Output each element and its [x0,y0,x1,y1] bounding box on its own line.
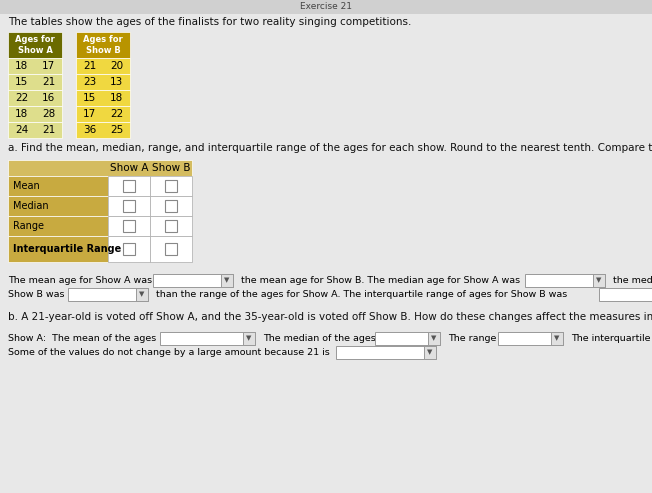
Text: Exercise 21: Exercise 21 [300,2,352,11]
Bar [68,288,148,301]
Text: 17: 17 [42,61,55,71]
Text: The median of the ages: The median of the ages [263,334,376,343]
Text: 20: 20 [110,61,123,71]
Text: the median age for Show B. The range of the ages for: the median age for Show B. The range of … [613,276,652,285]
Text: 36: 36 [83,125,96,135]
Bar [8,176,108,196]
Text: Interquartile Range: Interquartile Range [13,244,121,254]
Bar [165,220,177,232]
Text: 15: 15 [15,77,28,87]
Bar [123,200,135,212]
Bar [150,236,192,262]
Bar [123,220,135,232]
Text: 22: 22 [110,109,123,119]
Bar [136,288,148,301]
Text: ▼: ▼ [140,291,145,297]
Bar [108,196,150,216]
Text: 18: 18 [15,61,28,71]
Text: ▼: ▼ [427,350,433,355]
Bar [8,32,62,58]
Bar [8,90,62,106]
Bar [76,90,130,106]
Bar [8,122,62,138]
Bar [428,332,440,345]
Text: 22: 22 [15,93,28,103]
Text: ▼: ▼ [224,278,230,283]
Bar [221,274,233,287]
Bar [8,74,62,90]
Bar [165,200,177,212]
Text: Show A: Show A [110,163,148,173]
Text: the mean age for Show B. The median age for Show A was: the mean age for Show B. The median age … [241,276,520,285]
Text: Show B: Show B [152,163,190,173]
Bar [76,106,130,122]
Bar [76,32,130,58]
Bar [8,58,62,74]
Bar [8,160,192,176]
Text: 24: 24 [15,125,28,135]
Text: ▼: ▼ [597,278,602,283]
Text: Show A:  The mean of the ages: Show A: The mean of the ages [8,334,156,343]
Bar [375,332,440,345]
Text: ▼: ▼ [246,336,252,342]
Text: Show B was: Show B was [8,290,65,299]
Bar [150,176,192,196]
Text: 18: 18 [15,109,28,119]
Text: The mean age for Show A was: The mean age for Show A was [8,276,152,285]
Bar [0,0,652,14]
Bar [8,216,108,236]
Text: b. A 21-year-old is voted off Show A, and the 35-year-old is voted off Show B. H: b. A 21-year-old is voted off Show A, an… [8,312,652,322]
Text: 13: 13 [110,77,123,87]
Bar [165,243,177,255]
Bar [76,122,130,138]
Text: a. Find the mean, median, range, and interquartile range of the ages for each sh: a. Find the mean, median, range, and int… [8,143,652,153]
Bar [153,274,233,287]
Bar [525,274,605,287]
Text: 28: 28 [42,109,55,119]
Bar [160,332,255,345]
Text: Range: Range [13,221,44,231]
Bar [599,288,652,301]
Bar [76,74,130,90]
Text: than the range of the ages for Show A. The interquartile range of ages for Show : than the range of the ages for Show A. T… [156,290,567,299]
Bar [123,180,135,192]
Text: 21: 21 [83,61,96,71]
Text: 21: 21 [42,125,55,135]
Bar [108,216,150,236]
Text: The tables show the ages of the finalists for two reality singing competitions.: The tables show the ages of the finalist… [8,17,411,27]
Bar [498,332,563,345]
Text: ▼: ▼ [554,336,559,342]
Text: ▼: ▼ [432,336,437,342]
Text: 23: 23 [83,77,96,87]
Bar [150,216,192,236]
Bar [424,346,436,359]
Bar [123,243,135,255]
Bar [165,180,177,192]
Bar [551,332,563,345]
Text: 16: 16 [42,93,55,103]
Text: The interquartile range of the ages: The interquartile range of the ages [571,334,652,343]
Bar [76,58,130,74]
Text: 15: 15 [83,93,96,103]
Text: Ages for
Show A: Ages for Show A [15,35,55,55]
Text: 21: 21 [42,77,55,87]
Text: 25: 25 [110,125,123,135]
Bar [8,236,108,262]
Text: 17: 17 [83,109,96,119]
Bar [243,332,255,345]
Text: Median: Median [13,201,49,211]
Bar [8,196,108,216]
Text: 18: 18 [110,93,123,103]
Bar [336,346,436,359]
Text: Some of the values do not change by a large amount because 21 is: Some of the values do not change by a la… [8,348,330,357]
Text: Mean: Mean [13,181,40,191]
Bar [150,196,192,216]
Bar [108,176,150,196]
Text: The range: The range [448,334,496,343]
Bar [8,106,62,122]
Text: Ages for
Show B: Ages for Show B [83,35,123,55]
Bar [593,274,605,287]
Bar [108,236,150,262]
